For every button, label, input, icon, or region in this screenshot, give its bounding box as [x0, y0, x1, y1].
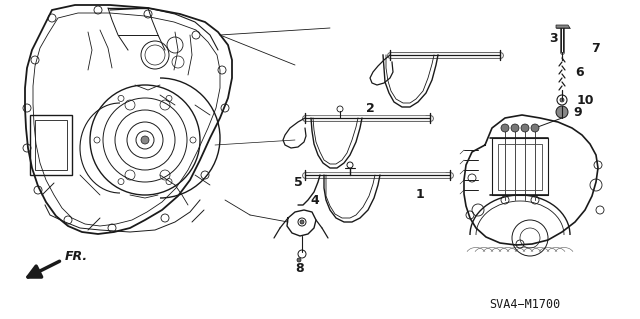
Circle shape: [511, 124, 519, 132]
Text: 1: 1: [415, 189, 424, 202]
Circle shape: [297, 258, 301, 262]
Text: 8: 8: [296, 262, 304, 275]
Text: 7: 7: [591, 41, 600, 55]
Text: 4: 4: [310, 194, 319, 206]
Text: FR.: FR.: [65, 250, 88, 263]
Circle shape: [556, 106, 568, 118]
Text: 2: 2: [365, 101, 374, 115]
Text: 6: 6: [576, 65, 584, 78]
Circle shape: [141, 136, 149, 144]
Text: 10: 10: [576, 93, 594, 107]
Text: SVA4−M1700: SVA4−M1700: [490, 299, 561, 311]
Circle shape: [300, 220, 304, 224]
Circle shape: [560, 98, 564, 102]
Text: 9: 9: [573, 106, 582, 118]
Text: 5: 5: [294, 176, 302, 189]
Text: 3: 3: [550, 32, 558, 44]
Circle shape: [521, 124, 529, 132]
Circle shape: [531, 124, 539, 132]
Polygon shape: [556, 25, 570, 28]
Circle shape: [501, 124, 509, 132]
